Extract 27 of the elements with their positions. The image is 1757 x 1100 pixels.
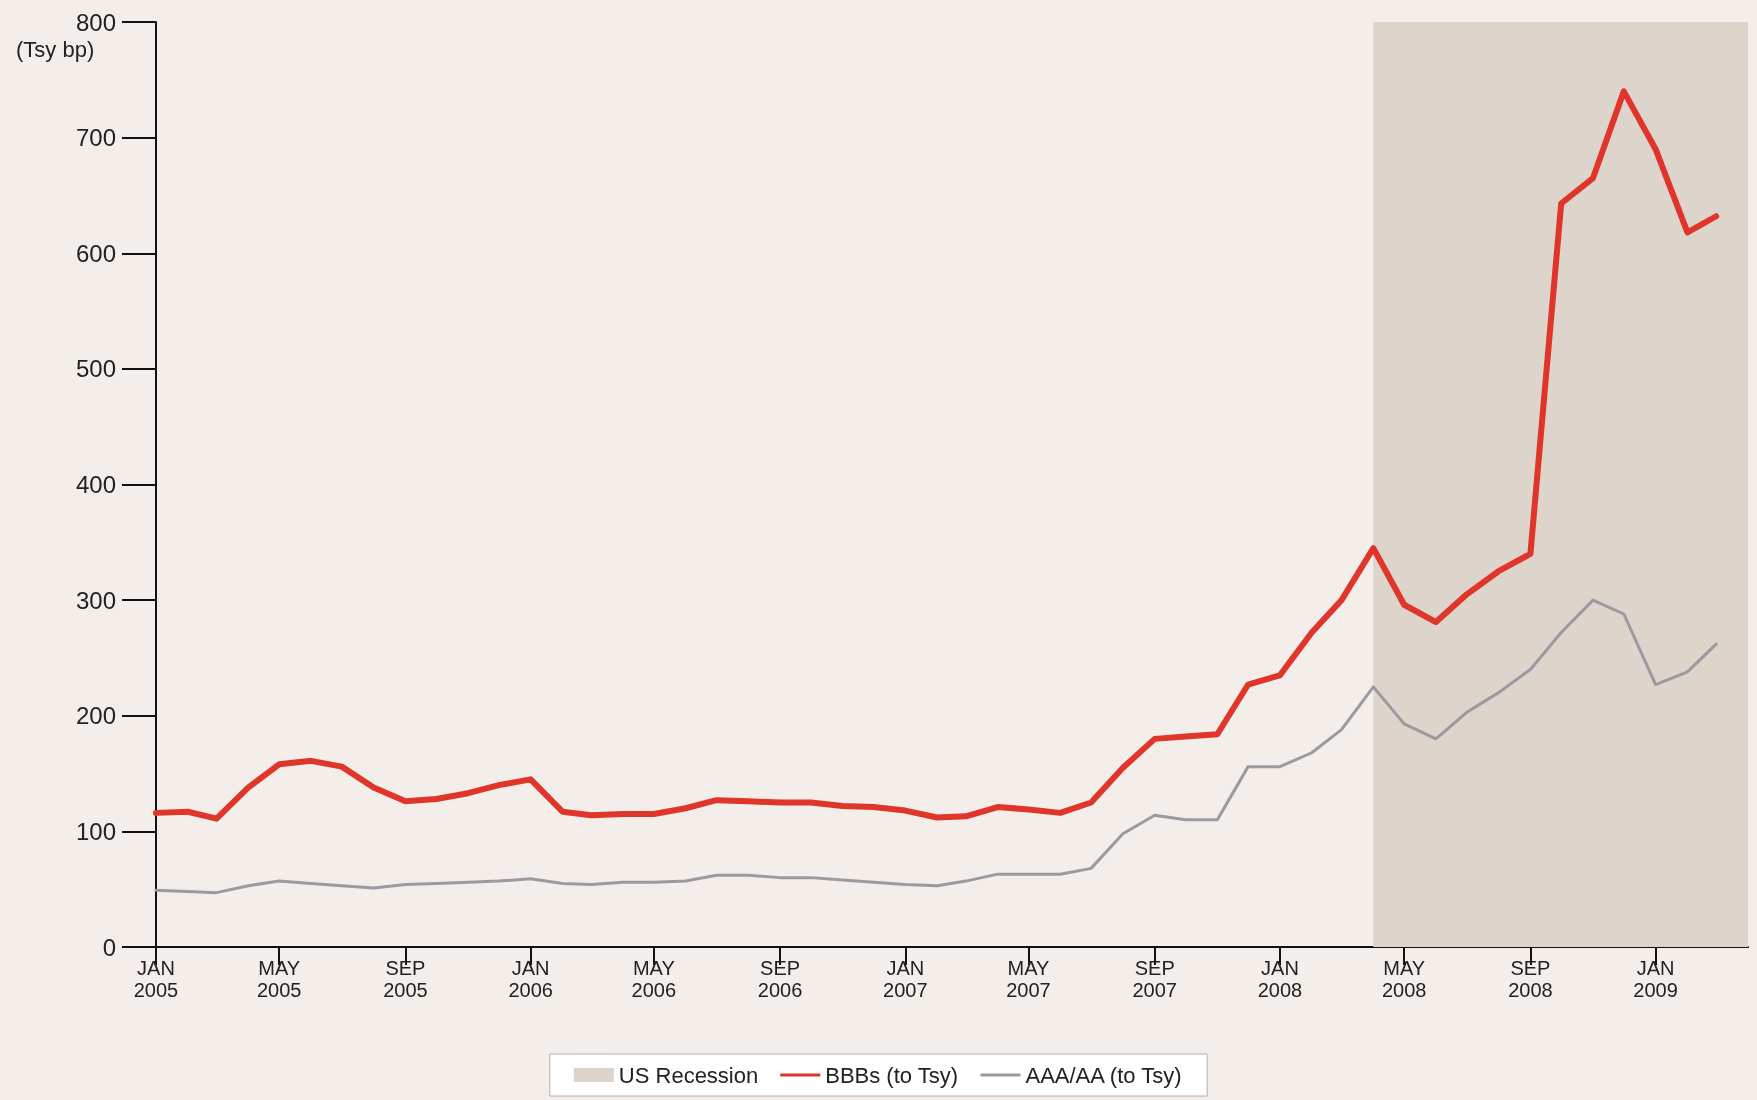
y-tick-label: 600 <box>75 239 116 267</box>
legend-label: AAA/AA (to Tsy) <box>1025 1062 1182 1088</box>
x-tick-label: JAN 2005 <box>133 957 179 1001</box>
y-axis-title: (Tsy bp) <box>16 36 95 62</box>
x-tick-label: JAN 2006 <box>508 957 553 1001</box>
y-tick-label: 400 <box>75 471 116 498</box>
y-tick-label: 800 <box>75 8 116 36</box>
y-tick-label: 0 <box>102 933 116 961</box>
x-tick-label: JAN 2009 <box>1633 957 1678 1001</box>
y-tick-label: 700 <box>75 124 116 152</box>
legend-label: US Recession <box>618 1062 759 1088</box>
x-tick-label: MAY 2006 <box>631 957 677 1001</box>
x-tick-label: JAN 2008 <box>1257 957 1303 1001</box>
x-tick-label: MAY 2005 <box>256 957 302 1001</box>
x-tick-label: MAY 2007 <box>1006 957 1051 1001</box>
y-tick-label: 500 <box>75 355 116 383</box>
x-tick-label: SEP 2006 <box>757 957 803 1001</box>
y-tick-label: 200 <box>75 702 116 730</box>
x-tick-label: SEP 2008 <box>1508 957 1553 1001</box>
y-tick-label: 300 <box>75 586 116 614</box>
y-tick-label: 100 <box>75 817 116 845</box>
x-tick-label: SEP 2007 <box>1132 957 1177 1001</box>
x-tick-label: JAN 2007 <box>883 957 928 1001</box>
legend-label: BBBs (to Tsy) <box>825 1062 959 1088</box>
x-tick-label: SEP 2005 <box>383 957 428 1001</box>
x-tick-label: MAY 2008 <box>1381 957 1427 1001</box>
line-series <box>154 598 1718 895</box>
